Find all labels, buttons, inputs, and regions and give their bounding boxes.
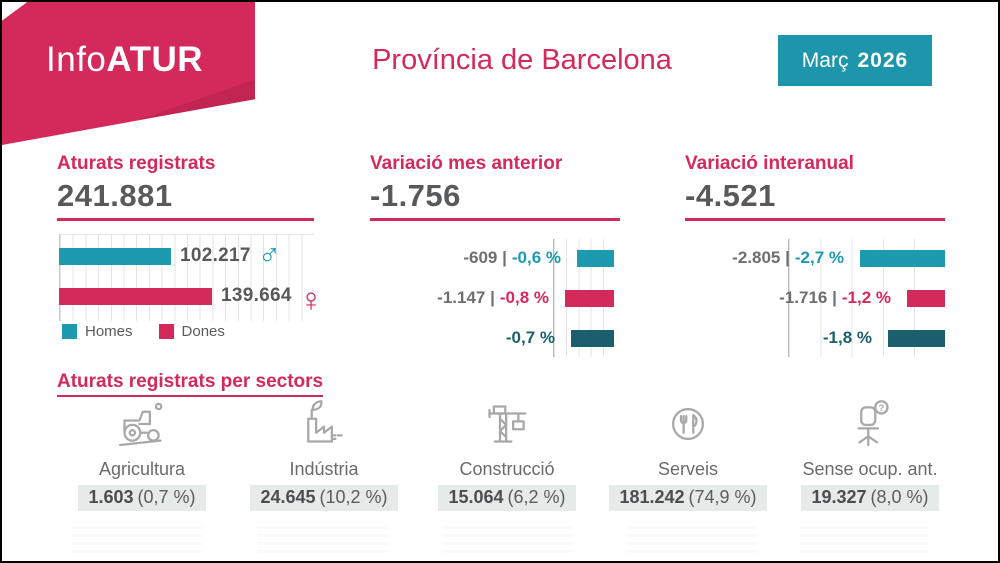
infoatur-logo: InfoATUR (46, 40, 203, 80)
dones-value: 139.664 (221, 285, 292, 306)
monthly-homes-bar (577, 249, 614, 267)
variacio-mes-rule (370, 218, 620, 221)
sector-label: Sense ocup. ant. (802, 459, 938, 479)
monthly-row-homes: -609 | -0,6 % (370, 248, 614, 267)
registrats-value: 241.881 (57, 178, 173, 213)
yearly-dones-bar (907, 289, 945, 307)
variacio-mes-value: -1.756 (370, 178, 461, 213)
yearly-row-total: -1,8 % (685, 328, 945, 347)
sector-value-pill: 181.242 (74,9 %) (609, 485, 767, 511)
homes-bar (59, 247, 171, 265)
crane-icon (412, 394, 602, 452)
footer-ghost-block (257, 526, 387, 556)
homes-value: 102.217 (180, 245, 251, 266)
yearly-row-dones: -1.716 | -1,2 % (685, 288, 945, 307)
monthly-row-total: -0,7 % (370, 328, 614, 347)
sector-value-pill: 19.327 (8,0 %) (801, 485, 939, 511)
monthly-total-bar (571, 329, 614, 347)
sector-label: Serveis (657, 459, 719, 479)
gender-bar-row-dones: 139.664 ♀ (59, 283, 324, 316)
factory-icon (229, 394, 419, 452)
logo-info: Info (46, 40, 107, 79)
gender-bar-row-homes: 102.217 ♂ (59, 238, 281, 269)
monthly-row-dones: -1.147 | -0,8 % (370, 288, 614, 307)
tractor-icon (47, 394, 237, 452)
legend-item-dones: Dones (158, 323, 225, 340)
sector-label: Indústria (289, 459, 359, 479)
yearly-homes-bar (860, 249, 945, 267)
sector-construccio: Construcció 15.064 (6,2 %) (412, 394, 602, 511)
registrats-rule (57, 218, 314, 221)
female-icon: ♀ (298, 280, 324, 318)
variacio-any-title: Variació interanual (685, 153, 854, 174)
sector-label: Agricultura (98, 459, 186, 479)
sector-label: Construcció (459, 459, 555, 479)
footer-ghost-block (72, 526, 202, 556)
male-icon: ♂ (257, 235, 282, 271)
footer-ghost-block (799, 526, 929, 556)
registrats-title: Aturats registrats (57, 153, 216, 174)
sector-industria: Indústria 24.645 (10,2 %) (229, 394, 419, 511)
sectors-title: Aturats registrats per sectors (57, 371, 324, 397)
footer-ghost-block (442, 526, 572, 556)
sector-value-pill: 1.603 (0,7 %) (78, 485, 206, 511)
homes-swatch (62, 324, 77, 339)
variacio-any-value: -4.521 (685, 178, 776, 213)
variacio-mes-title: Variació mes anterior (370, 153, 563, 174)
chair-question-icon: ? (775, 394, 965, 452)
sector-serveis: Serveis 181.242 (74,9 %) (593, 394, 783, 511)
yearly-chart: -2.805 | -2,7 % -1.716 | -1,2 % -1,8 % (685, 239, 945, 357)
legend-item-homes: Homes (62, 323, 133, 340)
sector-agricultura: Agricultura 1.603 (0,7 %) (47, 394, 237, 511)
period-badge: Març 2026 (778, 35, 932, 86)
svg-text:?: ? (878, 403, 884, 414)
gender-legend: Homes Dones (62, 323, 225, 340)
period-year: 2026 (857, 48, 909, 72)
sector-sense-ocupacio: ? Sense ocup. ant. 19.327 (8,0 %) (775, 394, 965, 511)
logo-atur: ATUR (106, 40, 203, 79)
sector-value-pill: 15.064 (6,2 %) (438, 485, 576, 511)
dones-swatch (158, 324, 174, 339)
footer-ghost-block (627, 526, 757, 556)
period-month: Març (801, 48, 849, 72)
yearly-row-homes: -2.805 | -2,7 % (685, 248, 945, 267)
yearly-total-bar (888, 329, 945, 347)
dones-bar (59, 287, 212, 305)
variacio-any-rule (685, 218, 945, 221)
monthly-dones-bar (565, 289, 614, 307)
sector-value-pill: 24.645 (10,2 %) (250, 485, 398, 511)
restaurant-icon (593, 394, 783, 452)
monthly-chart: -609 | -0,6 % -1.147 | -0,8 % -0,7 % (370, 239, 614, 357)
page-title: Província de Barcelona (372, 44, 672, 76)
